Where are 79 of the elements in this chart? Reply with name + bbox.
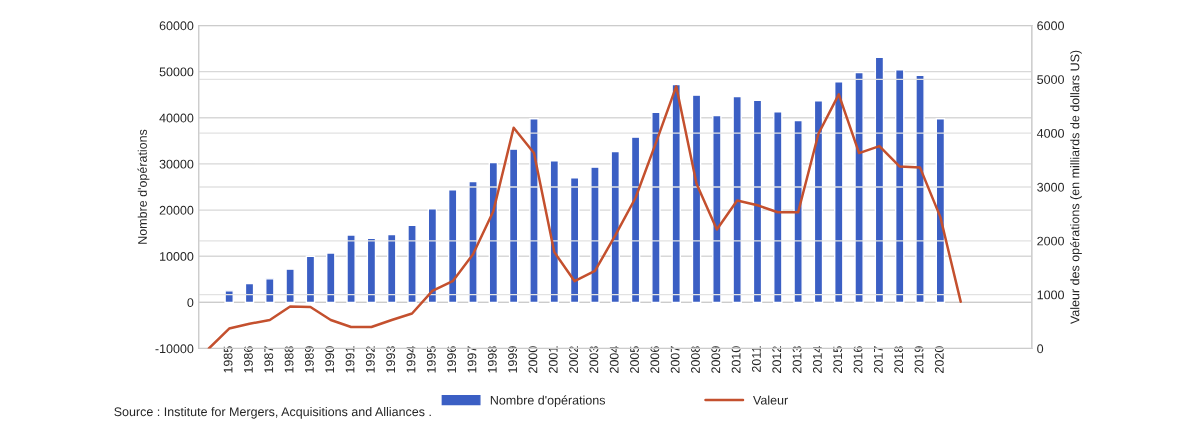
bar [508, 148, 519, 304]
bar [265, 278, 275, 304]
x-tick-label: 2018 [894, 346, 904, 373]
y-tick-label: 30000 [159, 159, 194, 169]
bar [244, 282, 255, 304]
bar [590, 166, 600, 304]
bar [285, 268, 295, 304]
y-tick-label: 0 [187, 298, 194, 308]
x-tick-label: 1995 [426, 346, 436, 373]
bar [610, 150, 621, 304]
x-tick-label: 2005 [630, 346, 639, 373]
x-tick-label: 2016 [853, 346, 863, 373]
x-tick-label: 2009 [711, 346, 721, 373]
x-tick-label: 2015 [833, 346, 843, 373]
x-tick-label: 2006 [650, 346, 660, 373]
bar [793, 119, 803, 304]
x-tick-label: 1999 [508, 346, 518, 373]
x-tick-label: 2013 [792, 346, 802, 373]
bar [529, 118, 539, 304]
bar [752, 99, 763, 304]
x-tick-label: 2019 [914, 346, 924, 373]
y-axis-title: Nombre d'opérations [137, 129, 150, 244]
y-tick-label: -10000 [155, 344, 194, 354]
x-tick-label: 2014 [812, 346, 822, 373]
y-tick-label: 50000 [159, 67, 194, 77]
x-tick-label: 2007 [670, 346, 680, 373]
bar [651, 111, 661, 304]
bar [407, 224, 417, 304]
bar [468, 180, 478, 304]
x-tick-label: 1985 [223, 346, 233, 373]
y2-tick-label: 2000 [1037, 236, 1064, 246]
x-tick-label: 1992 [365, 346, 375, 373]
source-note: Source : Institute for Mergers, Acquisitions and Alliances . [114, 406, 431, 419]
y-tick-label: 60000 [159, 21, 194, 31]
x-tick-label: 1990 [325, 346, 335, 373]
y2-axis-title: Valeur des opérations (en milliards de dollars US) [1070, 50, 1082, 325]
x-tick-label: 1993 [386, 346, 396, 373]
x-tick-label: 1987 [264, 346, 274, 373]
bar [915, 74, 925, 304]
x-tick-label: 2010 [731, 346, 741, 373]
bar [386, 233, 397, 304]
bar [834, 81, 844, 304]
y-tick-label: 40000 [159, 113, 194, 123]
bar [671, 83, 681, 304]
legend-label: Nombre d'opérations [490, 395, 606, 408]
x-tick-label: 1997 [467, 346, 477, 373]
bar [346, 234, 356, 304]
bar [305, 255, 316, 304]
x-tick-label: 1986 [244, 346, 253, 373]
x-tick-label: 2000 [528, 346, 538, 373]
bar [712, 114, 722, 304]
x-tick-label: 1994 [406, 346, 416, 373]
x-tick-label: 2012 [772, 346, 782, 373]
bar [874, 56, 885, 304]
bar [854, 71, 864, 304]
bar [326, 252, 336, 304]
y2-tick-label: 1000 [1037, 290, 1064, 300]
y2-tick-label: 5000 [1037, 75, 1064, 84]
legend-label: Valeur [753, 395, 788, 405]
bar [894, 69, 905, 304]
bar [732, 95, 742, 304]
bar [773, 111, 783, 304]
y2-tick-label: 6000 [1037, 21, 1064, 31]
x-tick-label: 1998 [487, 346, 497, 373]
bar [224, 290, 234, 304]
x-tick-label: 1989 [304, 346, 314, 373]
x-tick-label: 2003 [589, 346, 599, 373]
y-tick-label: 10000 [160, 252, 194, 261]
x-tick-label: 2004 [609, 346, 619, 373]
x-tick-label: 1996 [447, 346, 457, 373]
y2-tick-label: 4000 [1036, 128, 1064, 138]
x-tick-label: 2002 [569, 346, 578, 373]
y2-tick-label: 3000 [1037, 182, 1064, 192]
x-tick-label: 2020 [934, 346, 944, 373]
y-tick-label: 20000 [159, 205, 194, 215]
bar [366, 237, 377, 304]
y2-tick-label: 0 [1037, 344, 1044, 354]
x-tick-label: 1988 [284, 346, 294, 373]
x-tick-label: 2008 [691, 346, 700, 373]
